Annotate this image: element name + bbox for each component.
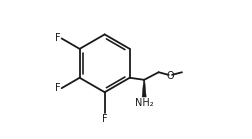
Text: F: F [102,114,108,124]
Text: F: F [55,83,60,93]
Text: O: O [167,71,174,81]
Text: F: F [55,33,60,44]
Polygon shape [142,80,146,97]
Text: NH₂: NH₂ [135,98,153,108]
